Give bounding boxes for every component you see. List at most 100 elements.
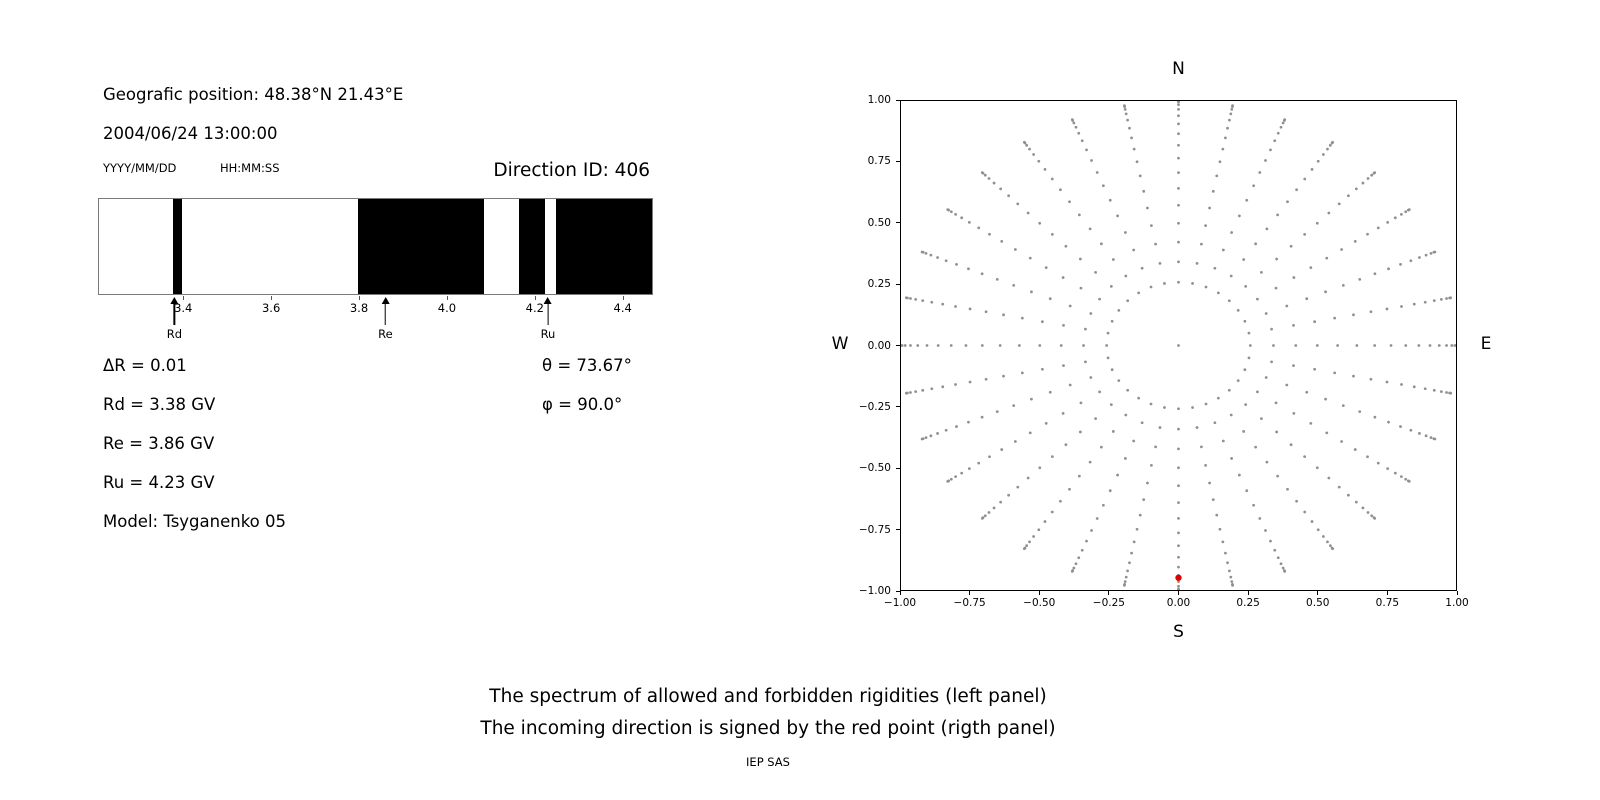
compass-label-south: S	[1173, 622, 1184, 642]
grid-dot	[1128, 561, 1131, 565]
grid-dot	[1132, 540, 1136, 544]
grid-dot	[1028, 540, 1031, 544]
axis-tick	[896, 345, 900, 346]
grid-dot	[1200, 242, 1203, 246]
grid-dot	[1321, 153, 1325, 156]
grid-dot	[1211, 189, 1215, 193]
grid-dot	[1138, 174, 1142, 178]
grid-dot	[1177, 280, 1180, 284]
grid-dot	[1082, 344, 1085, 347]
grid-dot	[1020, 371, 1024, 375]
grid-dot	[1126, 388, 1130, 392]
grid-dot	[920, 437, 924, 441]
grid-dot	[1110, 368, 1114, 372]
parameter-line: Model: Tsyganenko 05	[103, 512, 287, 531]
grid-dot	[1316, 528, 1320, 532]
grid-dot	[967, 221, 971, 224]
grid-dot	[925, 344, 929, 347]
grid-dot	[988, 455, 991, 459]
grid-dot	[1025, 143, 1029, 147]
grid-dot	[1135, 527, 1139, 531]
grid-dot	[1445, 391, 1448, 394]
grid-dot	[1124, 575, 1128, 579]
grid-dot	[1062, 364, 1065, 368]
grid-dot	[1432, 299, 1436, 303]
grid-dot	[1252, 184, 1256, 188]
grid-dot	[987, 511, 991, 514]
grid-dot	[1333, 371, 1337, 375]
grid-dot	[1025, 544, 1029, 548]
grid-dot	[1429, 436, 1433, 440]
grid-dot	[1028, 431, 1032, 435]
grid-dot	[1126, 299, 1130, 303]
grid-dot	[1177, 427, 1180, 431]
grid-dot	[1177, 484, 1180, 488]
grid-dot	[1231, 583, 1234, 587]
grid-dot	[1090, 159, 1093, 162]
grid-dot	[1303, 232, 1307, 236]
grid-dot	[914, 390, 918, 394]
grid-dot	[1106, 356, 1110, 360]
grid-dot	[1177, 156, 1180, 160]
cutoff-marker-label: Rd	[166, 327, 183, 341]
axis-tick-label: 3.4	[174, 301, 193, 315]
grid-dot	[1449, 296, 1453, 300]
grid-dot	[1150, 224, 1153, 227]
axis-tick-label: 4.2	[525, 301, 544, 315]
grid-dot	[1386, 221, 1390, 224]
grid-dot	[1424, 253, 1428, 257]
grid-dot	[1043, 168, 1047, 171]
parameter-line: Re = 3.86 GV	[103, 434, 215, 453]
grid-dot	[1358, 410, 1362, 414]
grid-dot	[1295, 188, 1298, 192]
grid-dot	[1177, 544, 1180, 548]
grid-dot	[936, 432, 939, 435]
grid-dot	[1310, 168, 1314, 171]
grid-dot	[980, 344, 984, 347]
credit-text: IEP SAS	[746, 755, 790, 769]
grid-dot	[909, 297, 912, 300]
grid-dot	[1276, 213, 1280, 217]
axis-tick-label: −0.25	[858, 400, 891, 413]
grid-dot	[1276, 556, 1280, 560]
grid-dot	[1111, 258, 1115, 261]
grid-dot	[1285, 304, 1289, 308]
axis-tick	[183, 296, 185, 300]
grid-dot	[995, 410, 999, 414]
grid-dot	[1110, 319, 1114, 323]
grid-dot	[1216, 291, 1220, 295]
grid-dot	[1116, 214, 1120, 218]
grid-dot	[1273, 139, 1277, 143]
grid-dot	[1247, 331, 1251, 335]
grid-dot	[1108, 489, 1112, 493]
axis-tick	[622, 296, 624, 300]
grid-dot	[1450, 344, 1454, 347]
grid-dot	[1016, 202, 1020, 206]
grid-dot	[1286, 487, 1289, 491]
grid-dot	[1040, 320, 1044, 324]
grid-dot	[1149, 402, 1153, 406]
grid-dot	[1137, 291, 1141, 295]
grid-dot	[954, 475, 957, 479]
grid-dot	[980, 272, 984, 276]
grid-dot	[1221, 540, 1225, 544]
axis-tick-label: 1.00	[867, 94, 891, 106]
grid-dot	[1418, 432, 1421, 435]
grid-dot	[921, 299, 925, 303]
grid-dot	[1386, 467, 1390, 470]
axis-tick-label: 1.00	[1445, 597, 1469, 609]
grid-dot	[1109, 284, 1113, 288]
grid-dot	[904, 391, 908, 395]
axis-tick-label: 3.8	[349, 301, 369, 315]
grid-dot	[1020, 316, 1024, 320]
grid-dot	[1370, 173, 1374, 177]
grid-dot	[1077, 131, 1081, 135]
grid-dot	[1077, 474, 1081, 478]
grid-dot	[1269, 148, 1272, 152]
grid-dot	[1292, 412, 1296, 415]
grid-dot	[1449, 391, 1453, 395]
grid-dot	[1295, 499, 1298, 503]
grid-dot	[1177, 240, 1180, 244]
grid-dot	[1177, 122, 1180, 126]
